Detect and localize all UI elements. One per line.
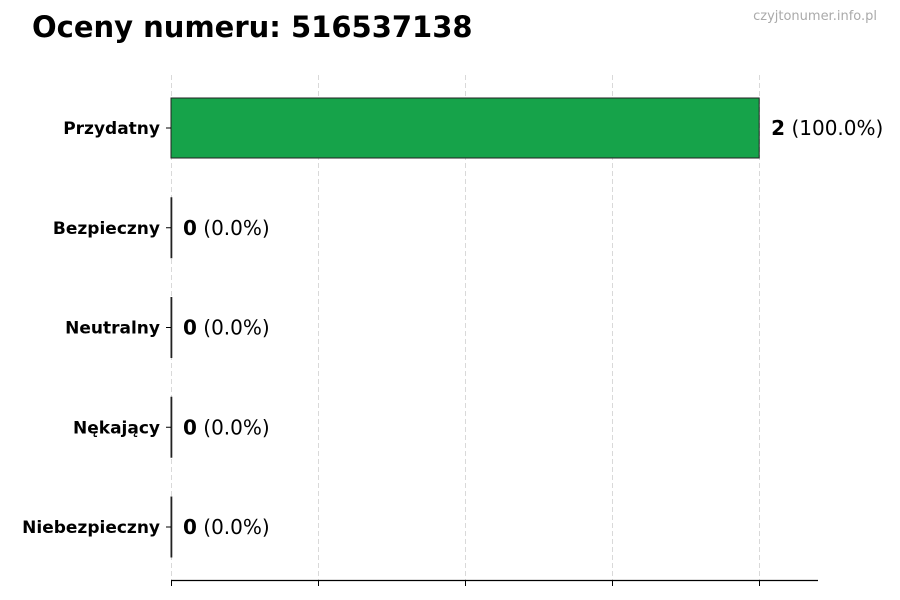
value-count: 0 <box>183 316 197 340</box>
category-label: Neutralny <box>65 319 160 339</box>
bar <box>170 297 173 358</box>
category-label: Niebezpieczny <box>22 518 160 538</box>
value-percent: (100.0%) <box>785 116 883 140</box>
value-count: 2 <box>771 116 785 140</box>
value-label: 0 (0.0%) <box>183 216 270 240</box>
value-label: 0 (0.0%) <box>183 316 270 340</box>
chart-title: Oceny numeru: 516537138 <box>32 10 473 44</box>
value-count: 0 <box>183 515 197 539</box>
value-label: 0 (0.0%) <box>183 415 270 439</box>
value-label: 2 (100.0%) <box>771 116 883 140</box>
bar <box>170 396 173 458</box>
value-count: 0 <box>183 216 197 240</box>
value-count: 0 <box>183 415 197 439</box>
bar <box>170 496 173 558</box>
value-percent: (0.0%) <box>197 515 270 539</box>
value-label: 0 (0.0%) <box>183 515 270 539</box>
value-percent: (0.0%) <box>197 415 270 439</box>
bar <box>170 197 173 259</box>
watermark: czyjtonumer.info.pl <box>753 9 877 24</box>
bar <box>170 97 760 159</box>
category-label: Nękający <box>73 418 160 438</box>
value-percent: (0.0%) <box>197 316 270 340</box>
category-label: Przydatny <box>63 119 160 139</box>
category-label: Bezpieczny <box>53 219 160 239</box>
value-percent: (0.0%) <box>197 216 270 240</box>
